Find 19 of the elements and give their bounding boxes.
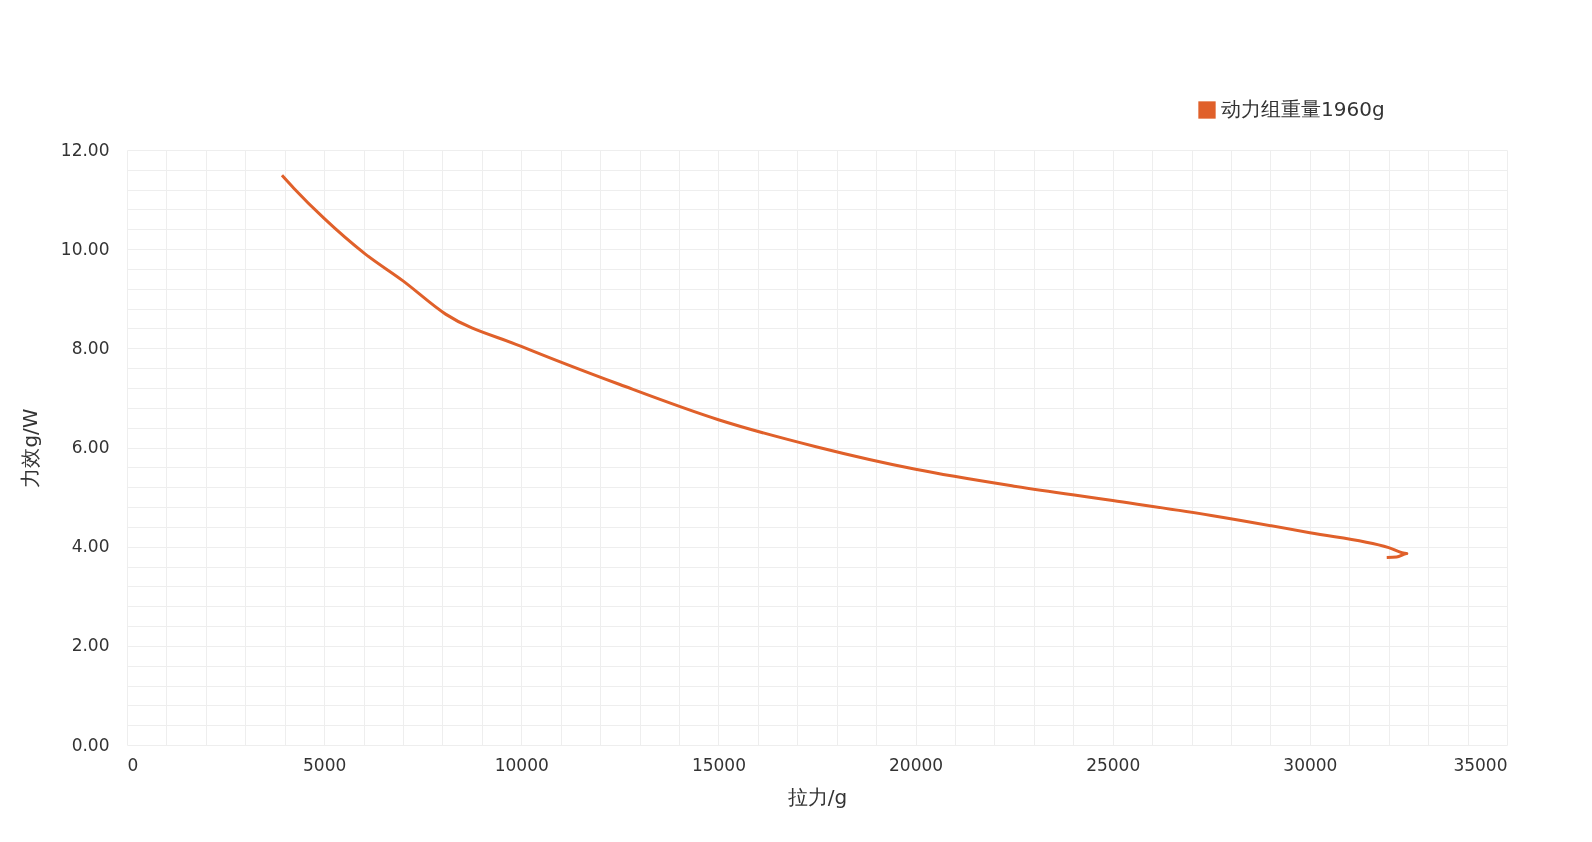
- x-tick-label: 0: [127, 754, 139, 775]
- x-tick-label: 25000: [1086, 754, 1141, 775]
- y-tick-label: 2.00: [71, 635, 110, 656]
- x-tick-label: 10000: [494, 754, 549, 775]
- x-tick-label: 35000: [1453, 754, 1508, 775]
- y-tick-label: 6.00: [71, 437, 110, 457]
- x-tick-label: 15000: [691, 754, 746, 775]
- x-tick-label: 5000: [303, 754, 347, 775]
- y-tick-label: 0.00: [71, 734, 110, 755]
- x-tick-label: 20000: [889, 754, 944, 775]
- y-tick-label: 4.00: [71, 536, 110, 557]
- legend-label: 动力组重量1960g: [1221, 97, 1385, 121]
- line-series: [280, 173, 1409, 560]
- y-axis-title: 力效g/W: [17, 408, 42, 488]
- x-tick-label: 30000: [1283, 754, 1338, 775]
- y-tick-label: 8.00: [71, 337, 110, 358]
- y-tick-label: 12.00: [60, 139, 110, 160]
- y-tick-label: 10.00: [60, 238, 110, 259]
- x-axis-title: 拉力/g: [787, 784, 848, 809]
